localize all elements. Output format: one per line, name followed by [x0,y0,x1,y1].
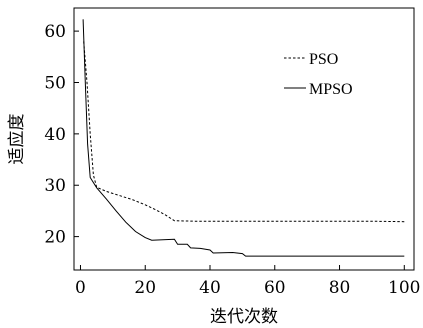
legend-label-mpso: MPSO [309,81,353,98]
x-tick-label: 0 [75,278,86,298]
series-line-mpso [82,19,405,257]
y-tick-label: 60 [44,22,66,42]
y-tick-label: 40 [44,125,66,145]
y-axis-label: 适应度 [7,114,27,165]
x-tick-label: 20 [134,278,156,298]
plot-frame [73,7,415,271]
legend-label-pso: PSO [309,51,338,68]
x-axis-label: 迭代次数 [210,307,278,327]
series-layer [82,19,405,257]
x-tick-label: 100 [388,278,420,298]
y-tick-label: 30 [44,176,66,196]
legend: PSO MPSO [284,51,353,98]
series-line-pso [83,41,405,223]
y-tick-label: 50 [44,73,66,93]
y-axis-ticks: 20 30 40 50 60 [44,22,79,248]
y-tick-label: 20 [44,228,66,248]
x-tick-label: 40 [199,278,221,298]
x-tick-label: 60 [264,278,286,298]
x-axis-ticks: 0 20 40 60 80 100 [75,265,421,298]
x-tick-label: 80 [329,278,351,298]
